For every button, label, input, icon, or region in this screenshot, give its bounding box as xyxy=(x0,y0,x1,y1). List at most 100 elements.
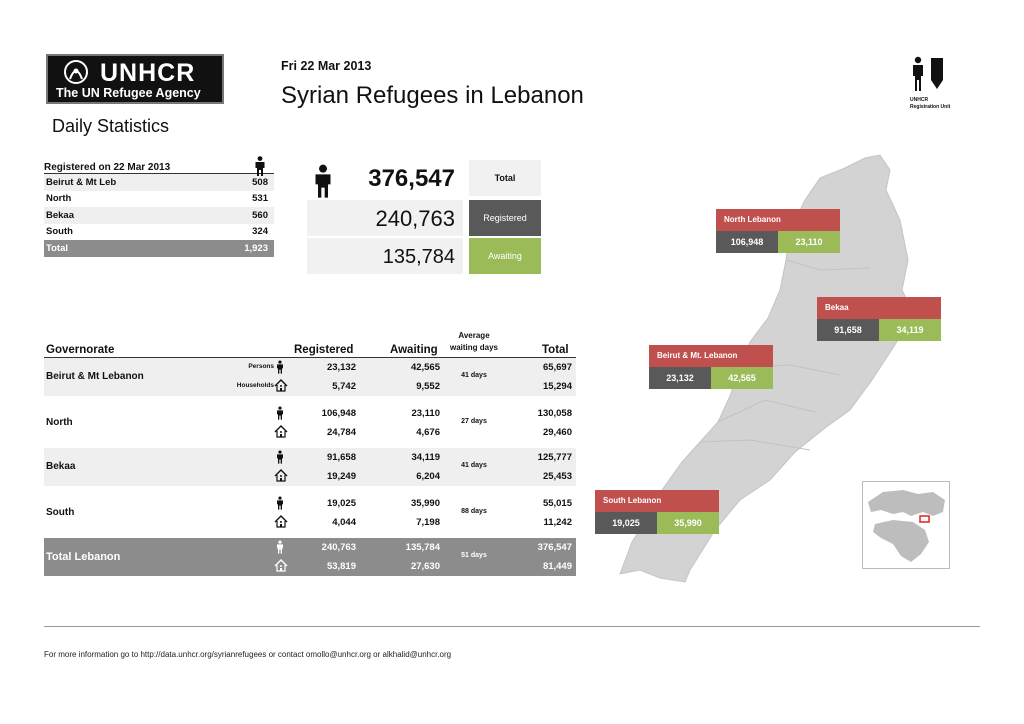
households-registered: 24,784 xyxy=(326,427,356,438)
row-value: 508 xyxy=(252,176,268,188)
households-registered: 19,249 xyxy=(326,471,356,482)
households-label: Households xyxy=(236,382,274,389)
persons-total: 65,697 xyxy=(542,362,572,373)
col-total: Total xyxy=(542,344,569,356)
map-callout-north: North Lebanon 106,948 23,110 xyxy=(716,209,840,253)
households-awaiting: 6,204 xyxy=(416,471,440,482)
governorate-name: North xyxy=(46,417,73,428)
persons-total: 125,777 xyxy=(537,452,572,463)
households-registered: 5,742 xyxy=(332,381,356,392)
governorate-name: Bekaa xyxy=(46,461,76,472)
callout-registered: 19,025 xyxy=(595,512,657,534)
summary-registered-label: Registered xyxy=(469,200,541,236)
households-total: 29,460 xyxy=(542,427,572,438)
callout-name: North Lebanon xyxy=(716,209,840,231)
table-row: North 531 xyxy=(44,191,274,208)
map-callout-beirut: Beirut & Mt. Lebanon 23,132 42,565 xyxy=(649,345,773,389)
registration-unit-label: UNHCR Registration Unit xyxy=(910,97,970,111)
total-value: 1,923 xyxy=(244,242,268,254)
header-divider xyxy=(44,357,576,358)
households-awaiting: 27,630 xyxy=(410,561,440,572)
households-awaiting: 7,198 xyxy=(416,517,440,528)
summary-awaiting-label: Awaiting xyxy=(469,238,541,274)
summary-awaiting-row: 135,784 Awaiting xyxy=(307,238,541,274)
row-value: 531 xyxy=(252,193,268,205)
persons-awaiting: 23,110 xyxy=(411,408,440,419)
persons-registered: 23,132 xyxy=(326,362,356,373)
callout-name: Beirut & Mt. Lebanon xyxy=(649,345,773,367)
persons-registered: 106,948 xyxy=(321,408,356,419)
person-icon xyxy=(315,164,331,198)
lebanon-highlight xyxy=(919,515,930,523)
col-governorate: Governorate xyxy=(46,344,115,356)
households-awaiting: 4,676 xyxy=(416,427,440,438)
person-icon xyxy=(276,406,284,423)
household-icon xyxy=(274,515,288,531)
summary-registered-value: 240,763 xyxy=(307,200,463,236)
persons-awaiting: 34,119 xyxy=(411,452,440,463)
persons-registered: 19,025 xyxy=(326,498,356,509)
person-icon xyxy=(255,156,265,176)
governorate-row: Bekaa 91,658 19,249 34,119 6,204 41 days 125,7… xyxy=(44,448,576,486)
callout-awaiting: 35,990 xyxy=(657,512,719,534)
row-value: 560 xyxy=(252,209,268,221)
persons-total: 130,058 xyxy=(537,408,572,419)
average-waiting-days: 51 days xyxy=(461,552,487,559)
households-total: 25,453 xyxy=(542,471,572,482)
map-callout-south: South Lebanon 19,025 35,990 xyxy=(595,490,719,534)
summary-total-value: 376,547 xyxy=(307,160,463,196)
summary-total-row: 376,547 Total xyxy=(307,160,541,198)
row-name: South xyxy=(46,226,73,238)
summary-total-label: Total xyxy=(469,160,541,196)
world-inset-map xyxy=(862,481,950,569)
households-total: 11,242 xyxy=(543,517,572,528)
logo-name: UNHCR xyxy=(100,59,196,87)
household-icon xyxy=(274,469,288,485)
row-name: North xyxy=(46,193,72,205)
callout-registered: 106,948 xyxy=(716,231,778,253)
summary-awaiting-value: 135,784 xyxy=(307,238,463,274)
total-label: Total xyxy=(46,242,68,254)
governorate-row: Beirut & Mt Lebanon Persons Households 23,1… xyxy=(44,358,576,396)
footer-divider xyxy=(44,626,980,627)
callout-name: South Lebanon xyxy=(595,490,719,512)
person-icon xyxy=(276,540,284,557)
callout-registered: 23,132 xyxy=(649,367,711,389)
col-average-waiting: Average waiting days xyxy=(448,330,500,354)
total-row: Total 1,923 xyxy=(44,240,274,257)
table-row: Bekaa 560 xyxy=(44,207,274,224)
unit-line-1: UNHCR xyxy=(910,97,929,103)
person-icon xyxy=(276,496,284,513)
average-waiting-days: 41 days xyxy=(461,462,487,469)
persons-awaiting: 35,990 xyxy=(410,498,440,509)
households-awaiting: 9,552 xyxy=(416,381,440,392)
report-date: Fri 22 Mar 2013 xyxy=(281,59,372,73)
page-subtitle: Daily Statistics xyxy=(52,116,170,136)
household-icon xyxy=(274,559,288,575)
registered-today-table: Registered on 22 Mar 2013 Beirut & Mt Le… xyxy=(44,156,274,257)
row-value: 324 xyxy=(252,226,268,238)
unhcr-emblem-icon xyxy=(64,60,88,84)
registration-unit-icon xyxy=(913,56,943,91)
callout-awaiting: 42,565 xyxy=(711,367,773,389)
unhcr-logo: UNHCR The UN Refugee Agency xyxy=(46,54,224,104)
households-registered: 53,819 xyxy=(326,561,356,572)
total-lebanon-row: Total Lebanon 240,763 53,819 135,784 27,630 5… xyxy=(44,538,576,576)
household-icon xyxy=(274,425,288,441)
governorate-row: South 19,025 4,044 35,990 7,198 88 days 55,015… xyxy=(44,494,576,532)
governorate-name: Total Lebanon xyxy=(46,551,121,563)
governorate-name: South xyxy=(46,507,75,518)
persons-registered: 240,763 xyxy=(321,542,356,553)
persons-awaiting: 42,565 xyxy=(410,362,440,373)
governorate-name: Beirut & Mt Lebanon xyxy=(46,371,144,382)
callout-awaiting: 23,110 xyxy=(778,231,840,253)
table-row: Beirut & Mt Leb 508 xyxy=(44,174,274,191)
households-total: 81,449 xyxy=(542,561,572,572)
average-waiting-days: 88 days xyxy=(461,508,487,515)
page-title: Syrian Refugees in Lebanon xyxy=(281,82,584,109)
persons-total: 55,015 xyxy=(542,498,572,509)
col-average-line2: waiting days xyxy=(449,343,498,352)
average-waiting-days: 41 days xyxy=(461,372,487,379)
governorate-row: North 106,948 24,784 23,110 4,676 27 days 130,… xyxy=(44,404,576,442)
person-icon xyxy=(276,360,284,377)
